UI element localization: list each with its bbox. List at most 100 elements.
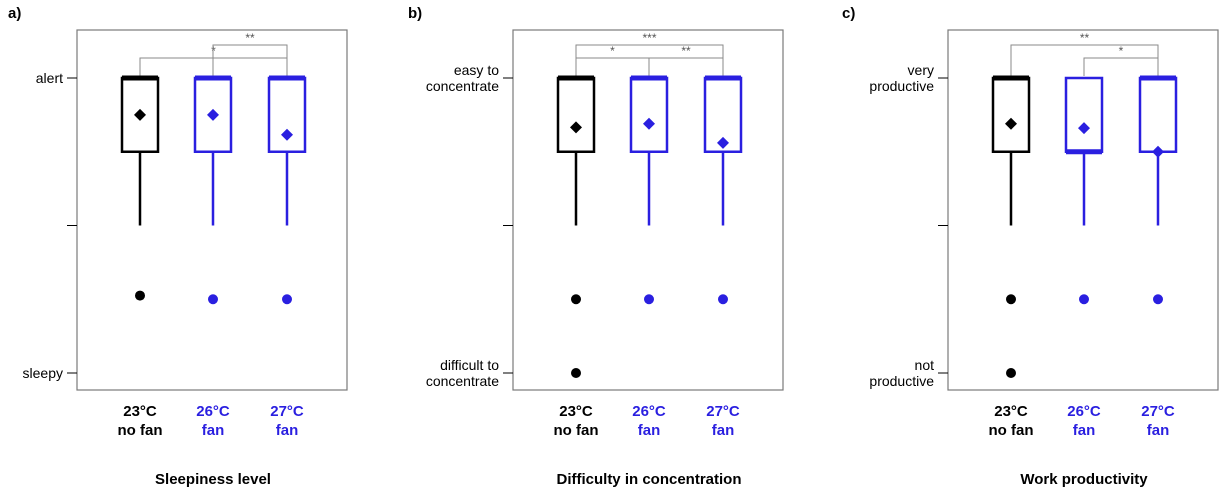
- y-tick-label-line: alert: [36, 70, 63, 86]
- outlier-point: [1006, 368, 1016, 378]
- chart-title: Sleepiness level: [155, 471, 271, 488]
- mean-marker: [643, 117, 655, 130]
- significance-label: **: [1080, 31, 1090, 45]
- significance-label: *: [1119, 44, 1124, 58]
- box-group: [1138, 75, 1178, 305]
- y-tick-label-line: concentrate: [426, 78, 499, 94]
- significance-label: ***: [642, 31, 656, 45]
- x-category-label-line: 23°C: [559, 403, 593, 420]
- x-category-label-line: no fan: [989, 422, 1034, 439]
- y-tick-label-line: productive: [869, 373, 934, 389]
- x-category-label-line: no fan: [554, 422, 599, 439]
- x-category-label-line: 27°C: [270, 403, 304, 420]
- y-tick-label: alert: [36, 70, 63, 86]
- mean-marker: [717, 136, 729, 149]
- outlier-point: [571, 294, 581, 305]
- panel-letter: a): [8, 5, 21, 22]
- x-category-label-line: fan: [1073, 422, 1096, 439]
- box-group: [991, 75, 1031, 378]
- box: [1138, 76, 1178, 153]
- y-tick-label-line: productive: [869, 78, 934, 94]
- x-category-label-line: 23°C: [123, 403, 157, 420]
- outlier-point: [1079, 294, 1089, 305]
- y-tick-label-line: not: [915, 357, 935, 373]
- box-group: [193, 75, 233, 305]
- plot-frame: [76, 29, 348, 391]
- box: [556, 76, 596, 153]
- x-category-label: 27°C fan: [270, 403, 304, 439]
- mean-marker: [134, 108, 146, 121]
- x-category-label: 27°C fan: [1141, 403, 1175, 439]
- significance-bracket: [648, 57, 724, 76]
- outlier-point: [282, 294, 292, 305]
- mean-marker: [1152, 145, 1164, 158]
- mean-marker: [1005, 117, 1017, 130]
- box-group: [703, 75, 743, 305]
- outlier-point: [644, 294, 654, 305]
- significance-label: *: [211, 44, 216, 58]
- mean-marker: [207, 108, 219, 121]
- x-category-label-line: fan: [712, 422, 735, 439]
- mean-marker: [281, 128, 293, 141]
- y-tick-label: easy to concentrate: [426, 62, 499, 94]
- box-group: [556, 75, 596, 378]
- significance-bracket: [1083, 57, 1159, 76]
- x-category-label-line: 23°C: [994, 403, 1028, 420]
- box-group: [120, 75, 160, 301]
- x-category-label-line: 26°C: [196, 403, 230, 420]
- x-category-label: 26°C fan: [632, 403, 666, 439]
- significance-bracket: [575, 57, 650, 76]
- outlier-point: [571, 368, 581, 378]
- mean-marker: [570, 121, 582, 134]
- x-category-label: 23°C no fan: [118, 403, 163, 439]
- x-category-label-line: no fan: [118, 422, 163, 439]
- outlier-point: [718, 294, 728, 305]
- x-category-label: 26°C fan: [1067, 403, 1101, 439]
- mean-marker: [1078, 122, 1090, 135]
- x-category-label: 27°C fan: [706, 403, 740, 439]
- y-tick-label-line: sleepy: [23, 365, 63, 381]
- outlier-point: [135, 290, 145, 301]
- x-category-label-line: fan: [202, 422, 225, 439]
- y-tick-label: not productive: [869, 357, 934, 389]
- x-category-label-line: 26°C: [632, 403, 666, 420]
- x-category-label: 26°C fan: [196, 403, 230, 439]
- significance-label: **: [245, 31, 255, 45]
- y-tick-label-line: easy to: [454, 62, 499, 78]
- x-category-label-line: fan: [276, 422, 299, 439]
- x-category-label-line: 27°C: [1141, 403, 1175, 420]
- x-category-label-line: fan: [1147, 422, 1170, 439]
- chart-title: Difficulty in concentration: [556, 471, 741, 488]
- panel-letter: c): [842, 5, 855, 22]
- significance-label: *: [610, 44, 615, 58]
- x-category-label: 23°C no fan: [989, 403, 1034, 439]
- outlier-point: [208, 294, 218, 305]
- y-tick-label: sleepy: [23, 365, 63, 381]
- box: [629, 76, 669, 153]
- x-category-label-line: 26°C: [1067, 403, 1101, 420]
- x-category-label-line: fan: [638, 422, 661, 439]
- y-tick-label-line: very: [908, 62, 934, 78]
- chart-title: Work productivity: [1020, 471, 1148, 488]
- y-tick-label-line: concentrate: [426, 373, 499, 389]
- y-tick-label-line: difficult to: [440, 357, 499, 373]
- box-group: [629, 75, 669, 305]
- panel-letter: b): [408, 5, 422, 22]
- significance-bracket: [575, 44, 724, 76]
- box: [991, 76, 1031, 153]
- y-tick-label: difficult to concentrate: [426, 357, 499, 389]
- significance-bracket: [1010, 44, 1159, 76]
- x-category-label-line: 27°C: [706, 403, 740, 420]
- plot-frame: [947, 29, 1219, 391]
- outlier-point: [1153, 294, 1163, 305]
- box: [1064, 76, 1104, 153]
- box-group: [1064, 76, 1104, 305]
- box-group: [267, 75, 307, 305]
- x-category-label: 23°C no fan: [554, 403, 599, 439]
- y-tick-label: very productive: [869, 62, 934, 94]
- outlier-point: [1006, 294, 1016, 305]
